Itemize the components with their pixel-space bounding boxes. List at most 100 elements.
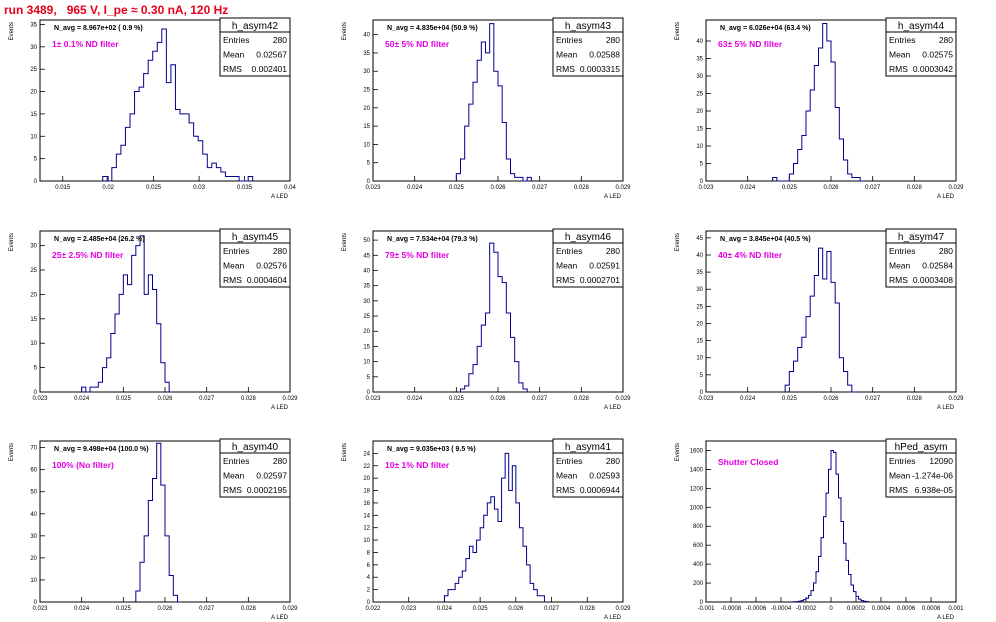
x-tick-label: 0.015 <box>55 185 71 191</box>
y-tick-label: 15 <box>30 317 37 323</box>
y-tick-label: 4 <box>367 575 371 581</box>
y-tick-label: 25 <box>363 88 370 94</box>
y-axis-label: Events <box>342 22 348 40</box>
y-tick-label: 8 <box>367 550 371 556</box>
stats-label: RMS <box>889 485 908 495</box>
x-axis-label: A LED <box>604 405 622 411</box>
y-tick-label: 15 <box>696 339 703 345</box>
stats-box <box>552 438 624 498</box>
x-tick-label: 0.0008 <box>922 606 941 612</box>
y-tick-label: 22 <box>363 464 370 470</box>
y-tick-label: 30 <box>696 74 703 80</box>
y-tick-label: 5 <box>34 157 38 163</box>
x-tick-label: -0.0004 <box>771 606 792 612</box>
y-tick-label: 0 <box>367 600 371 606</box>
x-tick-label: 0.0002 <box>847 606 866 612</box>
y-tick-label: 10 <box>30 578 37 584</box>
navg-label: N_avg = 4.835e+04 (50.9 %) <box>387 25 478 32</box>
y-tick-label: 15 <box>363 344 370 350</box>
y-tick-label: 40 <box>363 33 370 39</box>
stats-value: 0.0004604 <box>247 275 287 285</box>
stats-value: 280 <box>606 35 620 45</box>
y-tick-label: 14 <box>363 513 370 519</box>
filter-annotation: 40± 4% ND filter <box>718 250 783 260</box>
y-tick-label: 35 <box>363 284 370 290</box>
filter-annotation: 63± 5% ND filter <box>718 39 783 49</box>
histogram-panel-hPed_asym: 0 200 400 600 800 1000 1200 1400 1600 -0.001 -0.00… <box>675 438 964 621</box>
y-tick-label: 25 <box>30 67 37 73</box>
y-axis-label: Events <box>9 22 15 40</box>
y-axis-label: Events <box>675 233 681 251</box>
stats-value: 0.002401 <box>252 64 288 74</box>
y-tick-label: 30 <box>363 299 370 305</box>
x-tick-label: 0.026 <box>157 396 173 402</box>
y-tick-label: 10 <box>696 356 703 362</box>
stats-value: 0.02593 <box>589 471 620 481</box>
stats-label: Mean <box>556 471 578 481</box>
x-axis-label: A LED <box>271 194 289 200</box>
x-tick-label: 0.027 <box>199 606 215 612</box>
y-tick-label: 10 <box>363 538 370 544</box>
x-tick-label: 0.04 <box>284 185 296 191</box>
y-tick-label: 5 <box>700 162 704 168</box>
x-tick-label: -0.0008 <box>721 606 742 612</box>
x-tick-label: -0.001 <box>697 606 715 612</box>
y-tick-label: 10 <box>696 144 703 150</box>
stats-value: 280 <box>273 456 287 466</box>
x-tick-label: 0.028 <box>241 606 257 612</box>
histogram-panel-h_asym42: 0 5 10 15 20 25 30 35 0.015 0.02 0.025 0.03 0.035 0.0… <box>9 17 296 200</box>
stats-value: -1.274e-06 <box>912 471 953 481</box>
x-tick-label: 0.023 <box>365 185 381 191</box>
stats-value: 280 <box>273 246 287 256</box>
x-tick-label: 0.026 <box>490 396 506 402</box>
y-tick-label: 20 <box>696 321 703 327</box>
histogram-line <box>772 23 865 182</box>
y-axis-label: Events <box>9 233 15 251</box>
navg-label: N_avg = 2.485e+04 (26.2 %) <box>54 236 145 243</box>
y-tick-label: 200 <box>693 581 704 587</box>
histogram-name: hPed_asym <box>895 442 948 453</box>
y-tick-label: 50 <box>363 238 370 244</box>
y-tick-label: 70 <box>30 446 37 452</box>
x-tick-label: 0.025 <box>449 396 465 402</box>
x-tick-label: 0.025 <box>449 185 465 191</box>
x-tick-label: 0.026 <box>823 396 839 402</box>
y-tick-label: 30 <box>30 534 37 540</box>
x-tick-label: 0.025 <box>473 606 489 612</box>
stats-label: RMS <box>556 485 575 495</box>
filter-annotation: 79± 5% ND filter <box>385 250 450 260</box>
x-tick-label: 0.026 <box>823 185 839 191</box>
histogram-line <box>784 247 856 393</box>
y-tick-label: 40 <box>696 253 703 259</box>
stats-box <box>219 438 291 498</box>
y-tick-label: 40 <box>363 268 370 274</box>
y-tick-label: 20 <box>363 329 370 335</box>
y-tick-label: 30 <box>696 287 703 293</box>
histogram-panel-h_asym44: 0 5 10 15 20 25 30 35 40 0.023 0.024 0.025 0.026 0.02… <box>675 17 964 200</box>
stats-value: 0.02588 <box>589 50 620 60</box>
x-tick-label: 0.029 <box>615 606 631 612</box>
x-tick-label: 0.029 <box>282 396 298 402</box>
histogram-line <box>135 442 182 603</box>
filter-annotation: 25± 2.5% ND filter <box>52 250 124 260</box>
x-tick-label: 0.025 <box>782 185 798 191</box>
filter-annotation: Shutter Closed <box>718 457 778 467</box>
x-axis-label: A LED <box>604 194 622 200</box>
y-tick-label: 60 <box>30 468 37 474</box>
y-tick-label: 1600 <box>690 448 704 454</box>
x-tick-label: 0.028 <box>241 396 257 402</box>
x-tick-label: 0.029 <box>948 396 964 402</box>
histogram-name: h_asym43 <box>565 21 612 32</box>
x-tick-label: 0.025 <box>782 396 798 402</box>
stats-box <box>885 228 957 288</box>
y-tick-label: 30 <box>30 45 37 51</box>
y-tick-label: 20 <box>30 90 37 96</box>
stats-value: 280 <box>606 246 620 256</box>
x-tick-label: 0.028 <box>907 396 923 402</box>
y-axis-label: Events <box>675 443 681 461</box>
y-tick-label: 24 <box>363 451 370 457</box>
y-tick-label: 16 <box>363 501 370 507</box>
stats-value: 0.02567 <box>256 50 287 60</box>
stats-label: RMS <box>223 64 242 74</box>
